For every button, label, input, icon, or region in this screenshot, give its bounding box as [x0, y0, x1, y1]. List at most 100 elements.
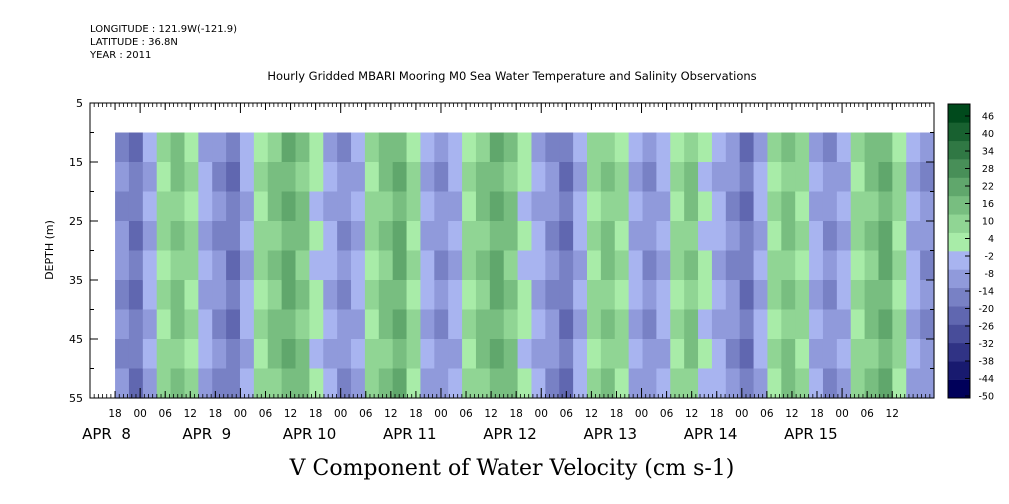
heatmap-cell — [392, 132, 408, 163]
heatmap-cell — [531, 162, 546, 193]
heatmap-cell — [906, 162, 921, 193]
heatmap-cell — [434, 250, 449, 281]
x-hour-label: 12 — [785, 408, 798, 420]
heatmap-cell — [656, 250, 671, 281]
heatmap-cell — [767, 162, 782, 193]
heatmap-cell — [142, 132, 158, 163]
heatmap-cell — [614, 191, 630, 222]
heatmap-cell — [448, 280, 463, 311]
heatmap-cell — [878, 191, 893, 222]
heatmap-cell — [906, 280, 921, 311]
heatmap-cell — [725, 250, 741, 281]
heatmap-cell — [711, 221, 727, 252]
heatmap-cell — [850, 221, 866, 252]
heatmap-cell — [753, 191, 769, 222]
heatmap-cell — [198, 280, 213, 311]
heatmap-cell — [822, 132, 838, 163]
heatmap-cell — [906, 191, 921, 222]
colorbar-tick-label: -32 — [978, 339, 994, 350]
heatmap-cell — [587, 339, 602, 370]
colorbar-bin — [948, 324, 970, 344]
heatmap-cell — [698, 339, 713, 370]
heatmap-cell — [267, 309, 283, 340]
heatmap-cell — [656, 191, 671, 222]
heatmap-cell — [822, 339, 838, 370]
heatmap-cell — [351, 221, 366, 252]
heatmap-cell — [698, 368, 713, 399]
heatmap-cell — [503, 280, 519, 311]
heatmap-cell — [406, 368, 422, 399]
heatmap-cell — [642, 339, 657, 370]
heatmap-cell — [198, 221, 213, 252]
heatmap-cell — [850, 368, 866, 399]
heatmap-cell — [698, 132, 713, 163]
heatmap-cell — [864, 250, 880, 281]
heatmap-cell — [753, 280, 769, 311]
heatmap-cell — [628, 368, 644, 399]
heatmap-cell — [878, 250, 893, 281]
heatmap-cell — [725, 309, 741, 340]
heatmap-cell — [475, 309, 491, 340]
colorbar-tick-label: 28 — [982, 164, 994, 175]
heatmap-cell — [184, 162, 199, 193]
heatmap-cell — [142, 221, 158, 252]
heatmap-cell — [642, 221, 657, 252]
heatmap-cell — [559, 339, 574, 370]
heatmap-cell — [337, 368, 352, 399]
heatmap-cell — [337, 339, 352, 370]
heatmap-cell — [295, 221, 310, 252]
heatmap-cell — [600, 309, 616, 340]
heatmap-cell — [115, 368, 130, 399]
heatmap-cell — [850, 191, 866, 222]
heatmap-cell — [351, 339, 366, 370]
heatmap-cell — [462, 309, 477, 340]
x-hour-label: 18 — [710, 408, 723, 420]
heatmap-cell — [281, 132, 297, 163]
heatmap-cell — [614, 368, 630, 399]
heatmap-cell — [753, 250, 769, 281]
heatmap-cell — [142, 250, 158, 281]
heatmap-cell — [892, 221, 907, 252]
heatmap-cell — [351, 280, 366, 311]
heatmap-cell — [406, 280, 422, 311]
heatmap-cell — [503, 368, 519, 399]
heatmap-cells — [115, 132, 935, 399]
heatmap-cell — [587, 309, 602, 340]
heatmap-cell — [309, 162, 324, 193]
heatmap-cell — [781, 221, 796, 252]
heatmap-cell — [753, 221, 769, 252]
y-tick-label: 35 — [69, 274, 83, 287]
heatmap-cell — [684, 162, 699, 193]
heatmap-cell — [614, 162, 630, 193]
x-hour-label: 00 — [334, 408, 347, 420]
heatmap-cell — [711, 368, 727, 399]
heatmap-cell — [517, 162, 533, 193]
heatmap-cell — [462, 339, 477, 370]
heatmap-cell — [711, 191, 727, 222]
heatmap-cell — [420, 368, 435, 399]
x-hour-label: 06 — [359, 408, 373, 420]
heatmap-cell — [739, 132, 755, 163]
heatmap-cell — [337, 309, 352, 340]
heatmap-cell — [600, 132, 616, 163]
heatmap-cell — [267, 162, 283, 193]
heatmap-cell — [795, 280, 810, 311]
heatmap-cell — [420, 280, 435, 311]
heatmap-cell — [920, 250, 935, 281]
heatmap-cell — [822, 221, 838, 252]
heatmap-cell — [725, 221, 741, 252]
x-hour-label: 06 — [459, 408, 473, 420]
heatmap-cell — [295, 339, 310, 370]
heatmap-cell — [239, 309, 255, 340]
heatmap-cell — [767, 309, 782, 340]
heatmap-cell — [711, 132, 727, 163]
colorbar-tick-label: -50 — [978, 392, 994, 403]
heatmap-cell — [711, 339, 727, 370]
heatmap-cell — [503, 309, 519, 340]
heatmap-cell — [781, 191, 796, 222]
x-axis: 18 00 06 12 18 00 06 12 18 00 06 12 18 00 06 12 18 00 06 12… — [82, 103, 899, 443]
heatmap-cell — [850, 309, 866, 340]
heatmap-cell — [781, 162, 796, 193]
heatmap-cell — [198, 191, 213, 222]
y-axis: 5 15 25 35 45 55 — [69, 97, 934, 405]
